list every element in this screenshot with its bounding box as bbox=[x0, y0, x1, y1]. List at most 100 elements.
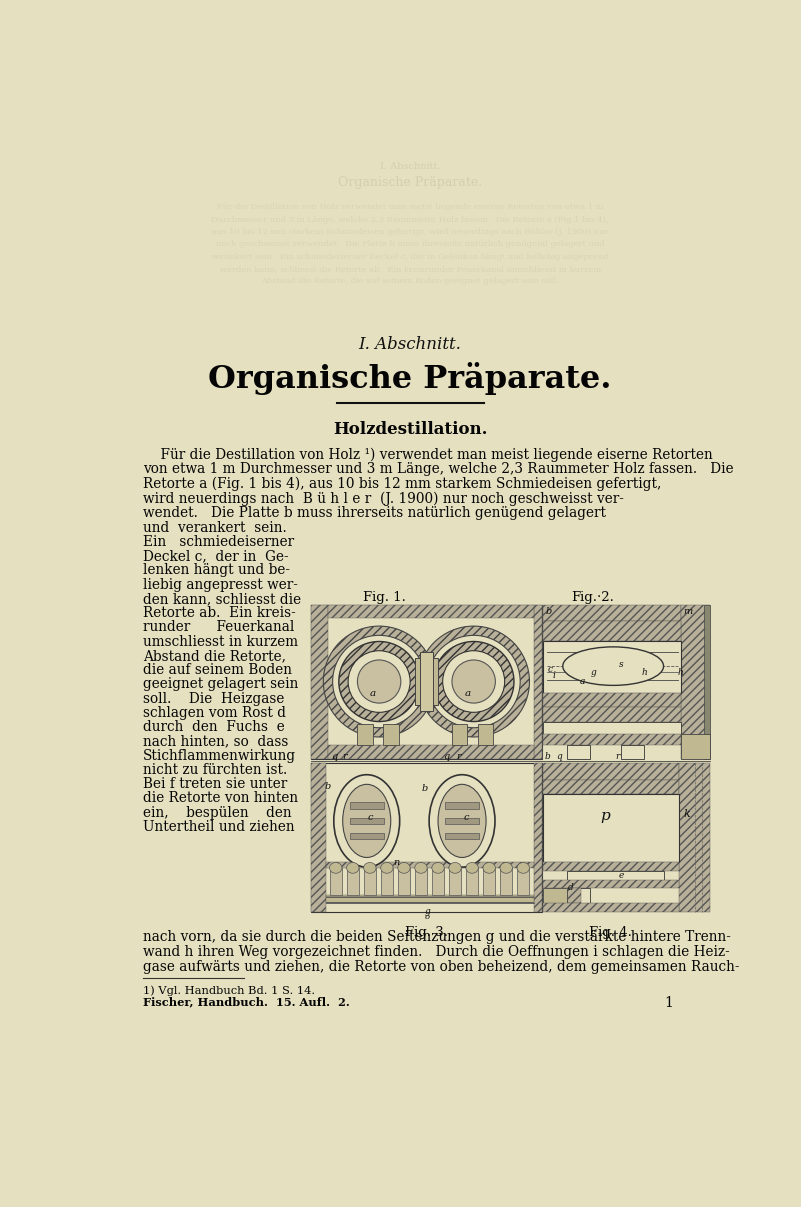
Text: Fig. 3.: Fig. 3. bbox=[405, 926, 448, 939]
Text: und  verankert  sein.: und verankert sein. bbox=[143, 520, 287, 535]
Bar bbox=[311, 605, 541, 758]
Text: Abstand die Retorte, die auf seinem Boden geeignet gelagert sein soll.: Abstand die Retorte, die auf seinem Bode… bbox=[261, 278, 559, 285]
Text: b: b bbox=[325, 782, 331, 792]
Bar bbox=[534, 605, 541, 758]
Bar bbox=[449, 868, 461, 894]
Bar bbox=[543, 641, 681, 693]
Text: g: g bbox=[425, 908, 430, 916]
Text: Ein   schmiedeiserner: Ein schmiedeiserner bbox=[143, 535, 294, 549]
Bar bbox=[621, 746, 644, 758]
Text: liebig angepresst wer-: liebig angepresst wer- bbox=[143, 578, 298, 591]
Text: noch geschweisst verwendet.  Die Platte b muss ihrerseits natürlich genügend gel: noch geschweisst verwendet. Die Platte b… bbox=[215, 240, 605, 249]
Text: 1: 1 bbox=[665, 997, 674, 1010]
Text: Stichflammenwirkung: Stichflammenwirkung bbox=[143, 748, 296, 763]
Bar bbox=[432, 868, 445, 894]
Bar bbox=[477, 724, 493, 745]
Text: Fig. 4.: Fig. 4. bbox=[590, 926, 632, 939]
Text: umschliesst in kurzem: umschliesst in kurzem bbox=[143, 635, 298, 648]
Bar bbox=[311, 763, 541, 911]
Bar bbox=[327, 894, 534, 903]
Text: Untertheil und ziehen: Untertheil und ziehen bbox=[143, 820, 295, 834]
Ellipse shape bbox=[483, 863, 495, 873]
Text: Für die Destillation von Holz verwendet man meist liegende eiserne Retorten von : Für die Destillation von Holz verwendet … bbox=[217, 203, 603, 210]
Bar bbox=[445, 818, 479, 824]
Text: wendet.   Die Platte b muss ihrerseits natürlich genügend gelagert: wendet. Die Platte b muss ihrerseits nat… bbox=[143, 506, 606, 520]
Text: Retorte ab.  Ein kreis-: Retorte ab. Ein kreis- bbox=[143, 606, 296, 620]
Bar bbox=[350, 833, 384, 839]
Text: g: g bbox=[591, 667, 597, 677]
Bar bbox=[543, 734, 681, 746]
Text: h: h bbox=[678, 667, 683, 677]
Text: geeignet gelagert sein: geeignet gelagert sein bbox=[143, 677, 298, 692]
Text: r: r bbox=[615, 752, 619, 762]
Ellipse shape bbox=[380, 863, 393, 873]
Ellipse shape bbox=[432, 863, 445, 873]
Text: nach vorn, da sie durch die beiden Seitenzungen g und die verstärkte hintere Tre: nach vorn, da sie durch die beiden Seite… bbox=[143, 931, 731, 944]
Ellipse shape bbox=[364, 863, 376, 873]
Bar bbox=[483, 868, 495, 894]
Text: die auf seinem Boden: die auf seinem Boden bbox=[143, 663, 292, 677]
Text: r: r bbox=[343, 752, 348, 762]
Bar bbox=[679, 763, 710, 911]
Bar bbox=[328, 745, 534, 758]
Text: h: h bbox=[642, 667, 647, 677]
Ellipse shape bbox=[429, 775, 495, 867]
Text: p: p bbox=[601, 810, 610, 823]
Bar bbox=[421, 652, 433, 711]
Text: d: d bbox=[568, 882, 574, 892]
Ellipse shape bbox=[398, 863, 410, 873]
Text: Fig.·2.: Fig.·2. bbox=[572, 590, 614, 604]
Ellipse shape bbox=[466, 863, 478, 873]
Ellipse shape bbox=[563, 647, 663, 686]
Text: Retorte a (Fig. 1 bis 4), aus 10 bis 12 mm starkem Schmiedeisen gefertigt,: Retorte a (Fig. 1 bis 4), aus 10 bis 12 … bbox=[143, 477, 661, 491]
Ellipse shape bbox=[449, 863, 461, 873]
Bar bbox=[566, 888, 590, 903]
Text: c: c bbox=[463, 814, 469, 822]
Text: r: r bbox=[456, 752, 461, 762]
Ellipse shape bbox=[347, 863, 359, 873]
Text: q: q bbox=[444, 752, 449, 762]
Bar bbox=[415, 868, 427, 894]
Text: n: n bbox=[393, 858, 400, 867]
Text: lenken hängt und be-: lenken hängt und be- bbox=[143, 564, 290, 577]
Text: werden kann, schliesst die Retorte ab.  Ein kreisrunder Feuerkanal umschliesst i: werden kann, schliesst die Retorte ab. E… bbox=[219, 266, 601, 273]
Text: a: a bbox=[579, 677, 585, 686]
Text: e: e bbox=[618, 871, 624, 880]
Bar bbox=[500, 868, 513, 894]
Bar bbox=[364, 868, 376, 894]
Text: durch  den  Fuchs  e: durch den Fuchs e bbox=[143, 721, 284, 734]
Bar bbox=[347, 868, 359, 894]
Text: Durchmesser und 3 m Länge, welche 2,3 Raummeter Holz fassen.  Die Retorte a (Fig: Durchmesser und 3 m Länge, welche 2,3 Ra… bbox=[211, 216, 609, 223]
Bar bbox=[681, 734, 710, 758]
Bar bbox=[543, 707, 681, 722]
Bar bbox=[566, 888, 581, 903]
Text: nicht zu fürchten ist.: nicht zu fürchten ist. bbox=[143, 763, 287, 777]
Text: q: q bbox=[556, 752, 562, 762]
Text: b: b bbox=[545, 752, 551, 762]
Text: Für die Destillation von Holz ¹) verwendet man meist liegende eiserne Retorten: Für die Destillation von Holz ¹) verwend… bbox=[143, 448, 713, 462]
Text: q: q bbox=[331, 752, 337, 762]
Circle shape bbox=[348, 651, 410, 712]
Text: I. Abschnitt.: I. Abschnitt. bbox=[380, 162, 441, 170]
Bar bbox=[445, 833, 479, 839]
Text: aus 10 bis 12 mm starkem Schmiedeisen gefertigt, wird neuerdings nach Bühler (J.: aus 10 bis 12 mm starkem Schmiedeisen ge… bbox=[212, 228, 608, 237]
Bar bbox=[517, 868, 529, 894]
Bar bbox=[543, 903, 679, 911]
Bar bbox=[452, 724, 468, 745]
Text: verankert sein.  Ein schmiedeiserner Deckel c, der in Gelenken hängt und beliebi: verankert sein. Ein schmiedeiserner Deck… bbox=[211, 252, 610, 261]
Bar bbox=[445, 803, 479, 809]
Circle shape bbox=[427, 635, 520, 728]
Bar bbox=[704, 605, 710, 758]
Text: c: c bbox=[547, 665, 553, 674]
Bar bbox=[328, 605, 534, 618]
Text: k: k bbox=[683, 810, 690, 820]
Text: runder      Feuerkanal: runder Feuerkanal bbox=[143, 620, 294, 635]
Bar bbox=[311, 763, 327, 911]
Ellipse shape bbox=[343, 785, 391, 857]
Ellipse shape bbox=[334, 775, 400, 867]
Bar bbox=[543, 605, 681, 622]
Bar bbox=[415, 659, 438, 705]
Bar bbox=[681, 605, 710, 758]
Bar bbox=[466, 868, 478, 894]
Bar bbox=[543, 888, 566, 903]
